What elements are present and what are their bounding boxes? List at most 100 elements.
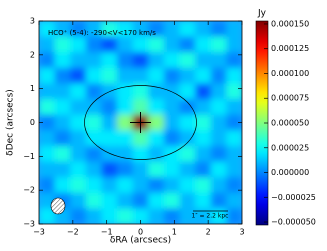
heatmap-cell [101, 145, 118, 162]
heatmap-cell [226, 36, 242, 53]
heatmap-cell [70, 145, 87, 162]
heatmap-cell [210, 130, 227, 147]
heatmap-cell [132, 192, 149, 209]
heatmap-cell [148, 177, 165, 194]
heatmap-cell [148, 161, 165, 178]
colorbar-tick-label: 0.000125 [271, 44, 309, 53]
heatmap-cell [117, 161, 133, 178]
heatmap-cell [179, 114, 196, 131]
heatmap-cell [54, 36, 71, 53]
x-tick-label: −3 [33, 228, 45, 237]
heatmap-cell [70, 21, 87, 37]
heatmap-cell [148, 192, 165, 209]
heatmap-cell [101, 177, 118, 194]
heatmap-cell [70, 177, 87, 194]
heatmap-cell [117, 177, 133, 194]
heatmap-cell [117, 67, 133, 84]
heatmap-cell [39, 21, 55, 37]
heatmap-cell [163, 114, 180, 131]
x-tick-label: −1 [101, 228, 113, 237]
heatmap-cell [70, 67, 87, 84]
heatmap-cell [70, 114, 87, 131]
heatmap-cell [195, 99, 212, 115]
heatmap-cell [132, 21, 149, 37]
heatmap-cell [117, 114, 133, 131]
heatmap-cell [210, 114, 227, 131]
x-axis-label: δRA (arcsecs) [110, 236, 171, 246]
colorbar-tick-label: 0.000050 [271, 119, 309, 128]
heatmap-cell [70, 99, 87, 115]
heatmap-cell [226, 145, 242, 162]
heatmap-cell [85, 161, 102, 178]
y-tick-label: 1 [30, 84, 35, 93]
heatmap-cell [226, 21, 242, 37]
y-tick-label: 3 [30, 17, 35, 26]
heatmap-cell [101, 21, 118, 37]
heatmap-cell [85, 177, 102, 194]
heatmap-cell [39, 177, 55, 194]
heatmap-cell [117, 52, 133, 69]
heatmap-cell [85, 208, 102, 224]
heatmap-cell [226, 161, 242, 178]
heatmap-cell [226, 192, 242, 209]
heatmap-cell [85, 130, 102, 147]
heatmap-cell [210, 208, 227, 224]
x-tick-label: 0 [138, 228, 143, 237]
heatmap-cell [132, 145, 149, 162]
heatmap-cell [132, 177, 149, 194]
heatmap-cell [54, 177, 71, 194]
heatmap-cell [39, 67, 55, 84]
heatmap-cell [210, 192, 227, 209]
heatmap [39, 21, 242, 224]
heatmap-cell [163, 145, 180, 162]
heatmap-cell [85, 192, 102, 209]
heatmap-cell [226, 114, 242, 131]
heatmap-cell [117, 192, 133, 209]
colorbar-tick-label: 0.000150 [271, 19, 309, 28]
heatmap-cell [70, 208, 87, 224]
colorbar-tick-label: 0.000025 [271, 143, 309, 152]
colorbar-tick-label: 0.000075 [271, 94, 309, 103]
heatmap-cell [70, 36, 87, 53]
heatmap-cell [132, 83, 149, 100]
heatmap-cell [101, 130, 118, 147]
heatmap-cell [226, 52, 242, 69]
heatmap-cell [85, 145, 102, 162]
heatmap-cell [117, 21, 133, 37]
heatmap-cell [163, 99, 180, 115]
heatmap-cell [226, 177, 242, 194]
heatmap-cell [39, 52, 55, 69]
colorbar-label: Jy [257, 9, 267, 19]
heatmap-cell [85, 83, 102, 100]
heatmap-cell [148, 208, 165, 224]
heatmap-cell [195, 67, 212, 84]
heatmap-cell [39, 36, 55, 53]
heatmap-cell [85, 52, 102, 69]
heatmap-cell [148, 99, 165, 115]
heatmap-cell [179, 21, 196, 37]
heatmap-cell [210, 177, 227, 194]
heatmap-cell [54, 52, 71, 69]
heatmap-cell [226, 67, 242, 84]
heatmap-cell [101, 99, 118, 115]
heatmap-cell [195, 161, 212, 178]
heatmap-cell [132, 99, 149, 115]
heatmap-cell [163, 67, 180, 84]
heatmap-cell [39, 145, 55, 162]
x-tick-label: −2 [67, 228, 79, 237]
heatmap-cell [39, 130, 55, 147]
heatmap-cell [210, 145, 227, 162]
heatmap-cell [132, 130, 149, 147]
heatmap-cell [163, 192, 180, 209]
heatmap-cell [148, 145, 165, 162]
colorbar-tick-label: −0.000025 [271, 193, 316, 202]
overlay [50, 85, 228, 215]
heatmap-cell [101, 114, 118, 131]
colorbar-tick-label: −0.000050 [271, 218, 316, 227]
heatmap-cell [101, 208, 118, 224]
heatmap-cell [195, 145, 212, 162]
y-tick-label: −1 [23, 152, 35, 161]
heatmap-cell [39, 99, 55, 115]
heatmap-cell [39, 208, 55, 224]
